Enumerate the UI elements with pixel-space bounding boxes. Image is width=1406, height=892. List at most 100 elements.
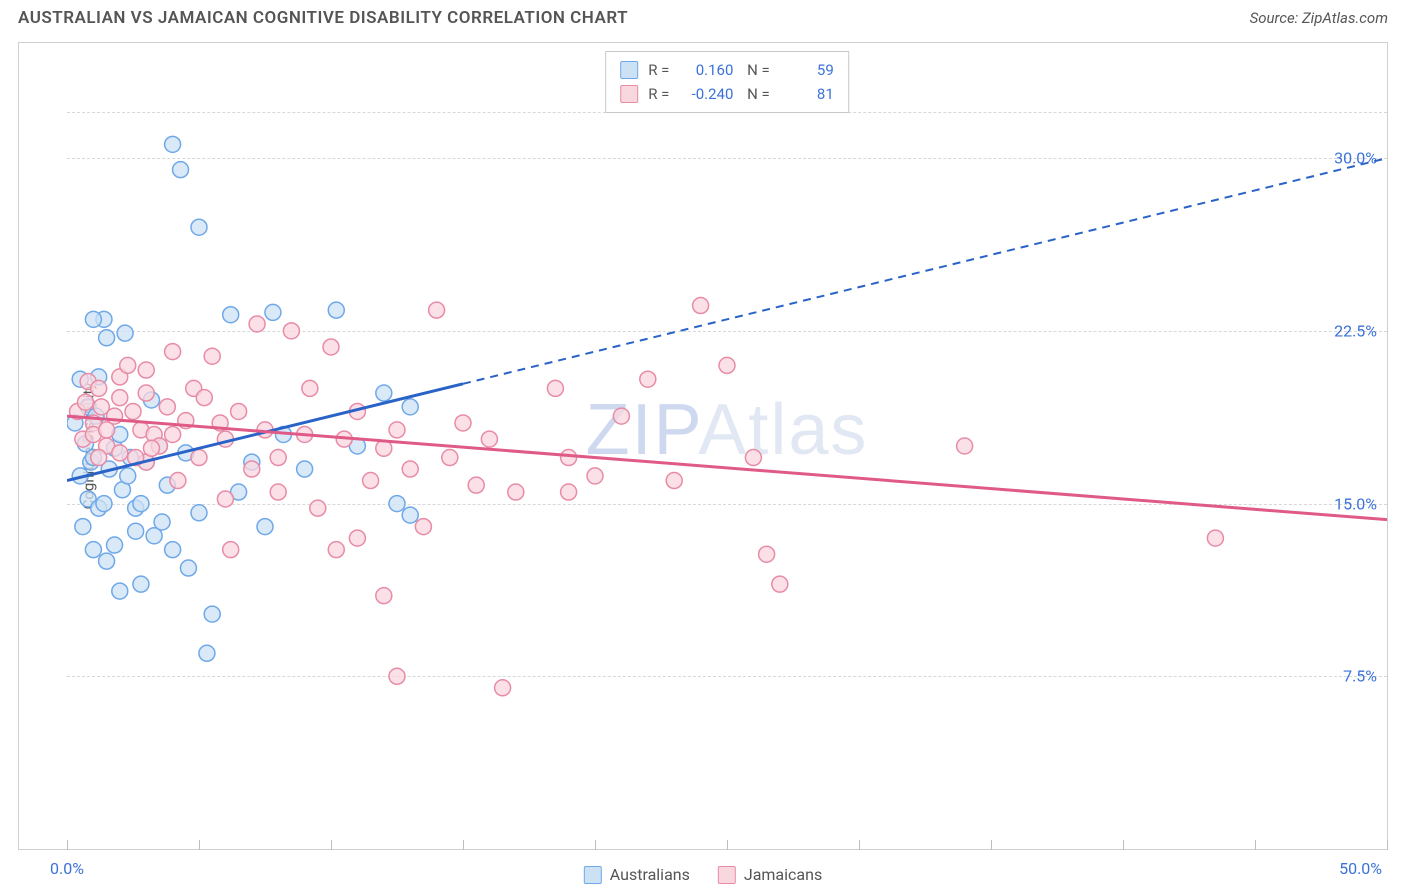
scatter-point (204, 606, 220, 622)
scatter-point (249, 316, 265, 332)
legend-r-label: R = (648, 82, 669, 106)
scatter-point (1207, 530, 1223, 546)
scatter-point (759, 546, 775, 562)
x-origin-label: 0.0% (50, 859, 84, 878)
scatter-point (640, 371, 656, 387)
scatter-point (180, 560, 196, 576)
scatter-point (99, 553, 115, 569)
legend-n-label: N = (743, 58, 769, 82)
scatter-point (196, 390, 212, 406)
scatter-point (112, 445, 128, 461)
scatter-point (283, 323, 299, 339)
legend-r-value-jamaicans: -0.240 (679, 82, 733, 106)
trend-line (67, 416, 1387, 520)
scatter-point (613, 408, 629, 424)
scatter-point (666, 473, 682, 489)
legend-row-australians: R = 0.160 N = 59 (620, 58, 834, 82)
x-tick (1387, 840, 1388, 850)
scatter-point (270, 450, 286, 466)
scatter-point (75, 519, 91, 535)
scatter-point (120, 357, 136, 373)
scatter-point (223, 307, 239, 323)
scatter-point (468, 477, 484, 493)
source-label: Source: ZipAtlas.com (1250, 9, 1388, 27)
scatter-point (165, 344, 181, 360)
scatter-point (159, 399, 175, 415)
scatter-point (120, 468, 136, 484)
scatter-point (481, 431, 497, 447)
scatter-point (402, 507, 418, 523)
scatter-point (547, 380, 563, 396)
scatter-point (165, 542, 181, 558)
scatter-point (117, 325, 133, 341)
scatter-point (297, 461, 313, 477)
x-max-label: 50.0% (1339, 859, 1382, 878)
scatter-point (96, 496, 112, 512)
scatter-point (402, 399, 418, 415)
scatter-point (455, 415, 471, 431)
scatter-point (302, 380, 318, 396)
scatter-point (415, 519, 431, 535)
scatter-point (165, 426, 181, 442)
scatter-point (165, 136, 181, 152)
correlation-legend: R = 0.160 N = 59 R = -0.240 N = 81 (605, 51, 849, 113)
scatter-point (191, 450, 207, 466)
swatch-jamaicans-bottom (718, 866, 736, 884)
trend-line-dashed (463, 158, 1387, 384)
scatter-point (217, 491, 233, 507)
scatter-point (349, 530, 365, 546)
scatter-point (107, 537, 123, 553)
series-label-australians: Australians (610, 865, 690, 884)
scatter-point (270, 484, 286, 500)
series-legend-jamaicans: Jamaicans (718, 865, 822, 884)
legend-row-jamaicans: R = -0.240 N = 81 (620, 82, 834, 106)
scatter-point (328, 302, 344, 318)
scatter-point (257, 519, 273, 535)
scatter-point (173, 162, 189, 178)
scatter-point (376, 588, 392, 604)
scatter-point (429, 302, 445, 318)
scatter-point (310, 500, 326, 516)
scatter-point (442, 450, 458, 466)
scatter-point (719, 357, 735, 373)
scatter-point (204, 348, 220, 364)
series-label-jamaicans: Jamaicans (744, 865, 822, 884)
swatch-australians-bottom (584, 866, 602, 884)
legend-r-label: R = (648, 58, 669, 82)
swatch-jamaicans (620, 85, 638, 103)
scatter-point (745, 450, 761, 466)
scatter-point (508, 484, 524, 500)
scatter-point (265, 304, 281, 320)
scatter-point (323, 339, 339, 355)
scatter-point (231, 403, 247, 419)
scatter-point (99, 330, 115, 346)
scatter-point (91, 380, 107, 396)
scatter-point (133, 576, 149, 592)
scatter-point (112, 390, 128, 406)
chart-container: Cognitive Disability ZIPAtlas R = 0.160 … (18, 42, 1388, 850)
scatter-point (495, 680, 511, 696)
legend-n-value-jamaicans: 81 (780, 82, 834, 106)
scatter-point (170, 473, 186, 489)
scatter-point (561, 450, 577, 466)
scatter-point (363, 473, 379, 489)
scatter-point (223, 542, 239, 558)
scatter-point (85, 311, 101, 327)
scatter-point (143, 440, 159, 456)
scatter-point (91, 450, 107, 466)
scatter-point (154, 514, 170, 530)
scatter-point (138, 385, 154, 401)
scatter-point (693, 298, 709, 314)
legend-n-value-australians: 59 (780, 58, 834, 82)
series-legend: Australians Jamaicans (584, 865, 822, 884)
scatter-point (85, 542, 101, 558)
scatter-point (957, 438, 973, 454)
series-legend-australians: Australians (584, 865, 690, 884)
scatter-point (561, 484, 577, 500)
scatter-point (402, 461, 418, 477)
legend-n-label: N = (743, 82, 769, 106)
swatch-australians (620, 61, 638, 79)
scatter-point (191, 505, 207, 521)
scatter-point (376, 385, 392, 401)
scatter-point (133, 496, 149, 512)
